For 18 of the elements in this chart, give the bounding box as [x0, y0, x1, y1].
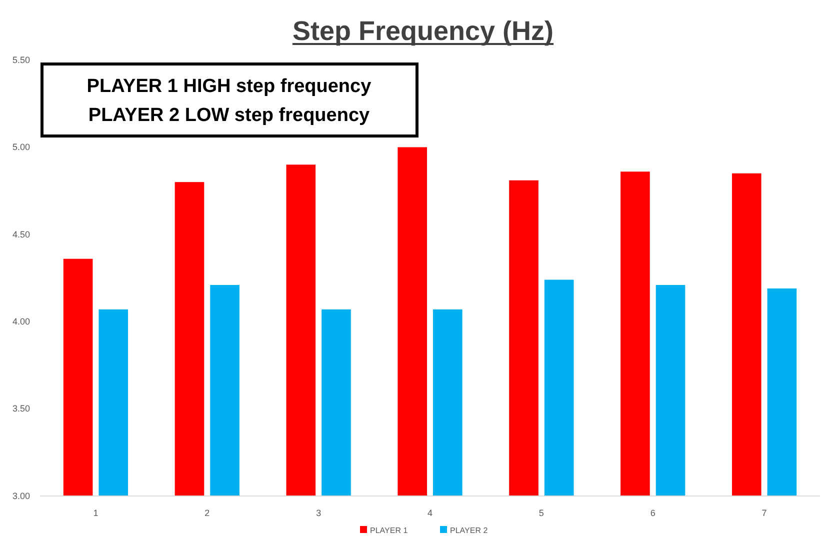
y-tick-label: 5.50 — [12, 54, 30, 65]
x-tick-label: 7 — [762, 508, 767, 518]
x-tick-label: 3 — [316, 508, 322, 518]
y-tick-label: 4.00 — [12, 316, 30, 326]
annotation: PLAYER 1 HIGH step frequency — [86, 76, 372, 97]
y-tick-label: 3.50 — [12, 404, 30, 414]
y-tick-label: 5.00 — [12, 142, 30, 152]
x-tick-label: 5 — [538, 508, 544, 518]
x-tick-label: 6 — [650, 508, 656, 518]
x-tick-label: 4 — [427, 508, 433, 518]
chart-title: Step Frequency (Hz) — [292, 16, 554, 46]
x-tick-label: 1 — [93, 508, 98, 518]
legend-label: PLAYER 2 — [450, 526, 488, 535]
annotation: PLAYER 2 LOW step frequency — [88, 105, 370, 126]
legend-label: PLAYER 1 — [370, 526, 408, 535]
y-tick-label: 4.50 — [12, 229, 30, 240]
x-tick-label: 2 — [204, 508, 210, 518]
y-tick-label: 3.00 — [12, 490, 30, 501]
